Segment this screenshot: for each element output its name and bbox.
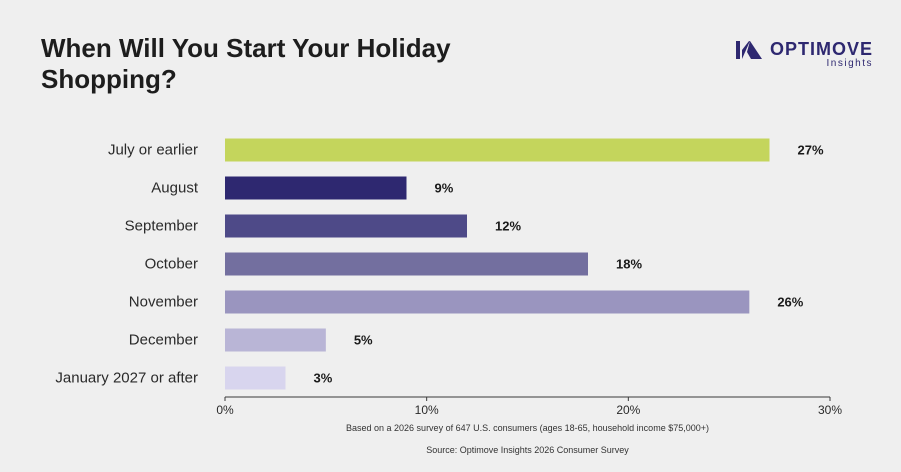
chart-title: When Will You Start Your Holiday Shoppin… bbox=[41, 33, 451, 94]
bar bbox=[225, 328, 326, 352]
data-label: 3% bbox=[314, 371, 333, 386]
bar bbox=[225, 366, 286, 390]
category-label: November bbox=[129, 294, 198, 311]
optimove-logo-icon bbox=[735, 41, 762, 59]
data-label: 5% bbox=[354, 333, 373, 348]
bar bbox=[225, 138, 770, 162]
survey-footnote: Based on a 2026 survey of 647 U.S. consu… bbox=[346, 423, 709, 433]
data-label: 18% bbox=[616, 257, 642, 272]
x-tick-label: 0% bbox=[216, 403, 234, 417]
data-label: 9% bbox=[435, 181, 454, 196]
data-label: 27% bbox=[798, 143, 824, 158]
category-label: January 2027 or after bbox=[55, 370, 198, 387]
category-label: October bbox=[145, 256, 198, 273]
bar bbox=[225, 176, 407, 200]
category-label: August bbox=[151, 180, 199, 197]
data-label: 12% bbox=[495, 219, 521, 234]
bar bbox=[225, 290, 750, 314]
data-label: 26% bbox=[777, 295, 803, 310]
x-tick-label: 20% bbox=[616, 403, 640, 417]
category-label: December bbox=[129, 332, 198, 349]
bar bbox=[225, 214, 467, 238]
optimove-logo: OPTIMOVE Insights bbox=[735, 39, 873, 70]
category-label: July or earlier bbox=[108, 142, 198, 159]
logo-brand-text: OPTIMOVE bbox=[769, 39, 873, 59]
source-footnote: Source: Optimove Insights 2026 Consumer … bbox=[426, 445, 629, 455]
logo-sub-text: Insights bbox=[826, 58, 873, 69]
x-tick-label: 10% bbox=[415, 403, 439, 417]
category-label: September bbox=[125, 218, 198, 235]
x-tick-label: 30% bbox=[818, 403, 842, 417]
bar bbox=[225, 252, 588, 276]
